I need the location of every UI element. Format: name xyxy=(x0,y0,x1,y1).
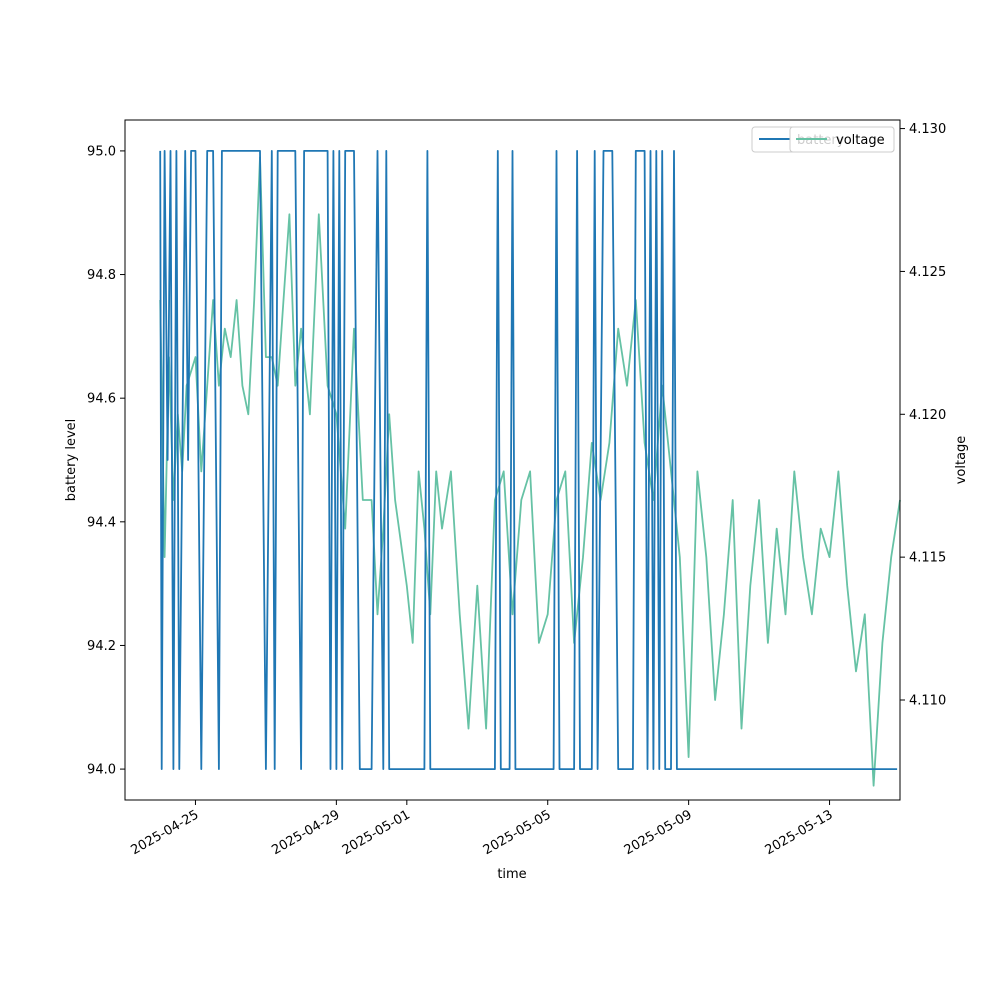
series-line-voltage xyxy=(159,156,901,787)
y-left-tick-label: 94.4 xyxy=(87,515,116,530)
y-right-tick-label: 4.120 xyxy=(909,408,946,423)
x-axis-label: time xyxy=(497,867,526,882)
x-tick-label: 2025-04-25 xyxy=(129,807,202,858)
legend-voltage-label: voltage xyxy=(836,133,885,148)
x-tick-label: 2025-05-09 xyxy=(622,807,695,858)
y-right-tick-label: 4.125 xyxy=(909,265,946,280)
series-layer xyxy=(159,150,901,787)
y-left-tick-label: 94.8 xyxy=(87,268,116,283)
series-line-battery xyxy=(159,150,898,770)
legend-voltage-box xyxy=(789,126,895,153)
y-left-tick-label: 95.0 xyxy=(87,144,116,159)
y-axis-right-label: voltage xyxy=(954,436,969,485)
y-left-tick-label: 94.2 xyxy=(87,639,116,654)
x-tick-label: 2025-05-05 xyxy=(481,807,554,858)
y-axis-right: 4.110 4.115 4.120 4.125 4.130 xyxy=(900,122,946,709)
x-tick-label: 2025-05-13 xyxy=(763,807,836,858)
y-right-tick-label: 4.115 xyxy=(909,551,946,566)
y-right-tick-label: 4.110 xyxy=(909,694,946,709)
plot-frame xyxy=(124,119,901,801)
legend-voltage: voltage xyxy=(789,126,895,153)
y-axis-left-label: battery level xyxy=(64,419,79,502)
y-left-tick-label: 94.6 xyxy=(87,392,116,407)
y-axis-left: 94.0 94.2 94.4 94.6 94.8 95.0 xyxy=(87,144,125,778)
x-tick-label: 2025-04-29 xyxy=(269,807,342,858)
x-tick-label: 2025-05-01 xyxy=(340,807,413,858)
y-right-tick-label: 4.130 xyxy=(909,122,946,137)
y-left-tick-label: 94.0 xyxy=(87,763,116,778)
